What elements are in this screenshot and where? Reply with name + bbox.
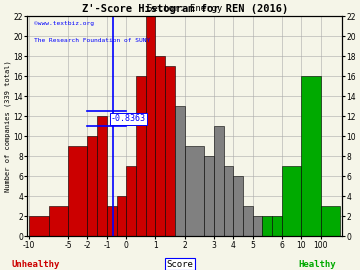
Bar (107, 207, 117, 237)
Bar (136, 76, 146, 237)
Bar (224, 166, 233, 237)
Bar (262, 217, 272, 237)
Text: Sector: Energy: Sector: Energy (147, 4, 222, 13)
Bar (204, 156, 214, 237)
Bar (272, 217, 282, 237)
Bar (68, 146, 87, 237)
Bar (29, 217, 49, 237)
Bar (146, 16, 156, 237)
Bar (233, 176, 243, 237)
Bar (321, 207, 340, 237)
Text: ©www.textbiz.org: ©www.textbiz.org (33, 21, 94, 26)
Bar (156, 56, 165, 237)
Bar (301, 76, 321, 237)
Bar (97, 116, 107, 237)
Bar (214, 126, 224, 237)
Bar (185, 146, 204, 237)
Text: Score: Score (167, 260, 193, 269)
Y-axis label: Number of companies (339 total): Number of companies (339 total) (4, 60, 11, 192)
Bar (282, 166, 301, 237)
Text: Unhealthy: Unhealthy (12, 260, 60, 269)
Title: Z'-Score Histogram for REN (2016): Z'-Score Histogram for REN (2016) (81, 4, 288, 14)
Bar (243, 207, 253, 237)
Bar (87, 136, 97, 237)
Text: Healthy: Healthy (298, 260, 336, 269)
Text: The Research Foundation of SUNY: The Research Foundation of SUNY (33, 38, 150, 43)
Bar (175, 106, 185, 237)
Bar (117, 197, 126, 237)
Bar (126, 166, 136, 237)
Text: -0.8363: -0.8363 (111, 114, 146, 123)
Bar (253, 217, 262, 237)
Bar (49, 207, 68, 237)
Bar (165, 66, 175, 237)
